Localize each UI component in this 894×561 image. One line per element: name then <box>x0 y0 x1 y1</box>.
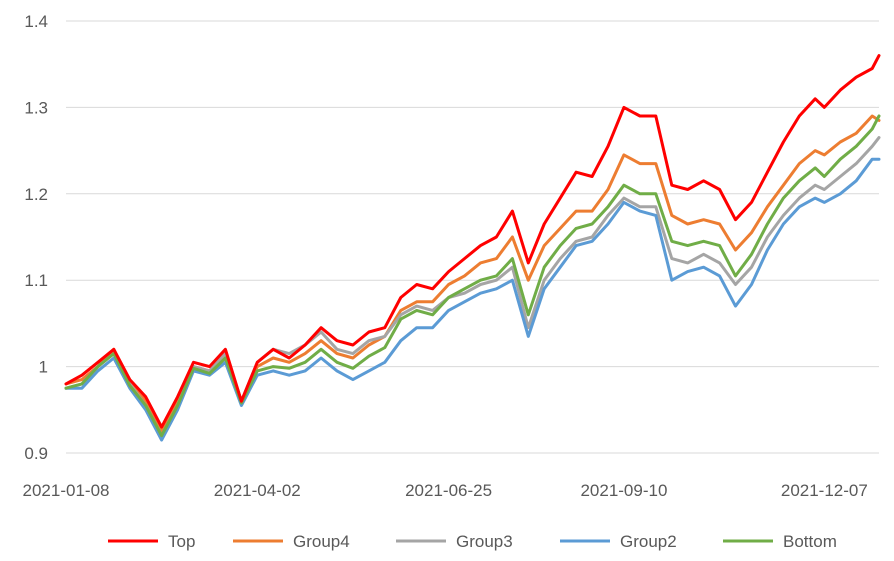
legend-label-bottom: Bottom <box>783 532 837 551</box>
legend-label-group3: Group3 <box>456 532 513 551</box>
series-line-bottom <box>64 114 881 438</box>
y-tick-label: 1 <box>39 358 48 377</box>
series-lines <box>64 54 881 442</box>
x-axis-tick-labels: 2021-01-08 2021-04-02 2021-06-25 2021-09-10… <box>23 481 868 500</box>
x-tick-label: 2021-01-08 <box>23 481 110 500</box>
legend-label-group4: Group4 <box>293 532 350 551</box>
x-tick-label: 2021-09-10 <box>580 481 667 500</box>
y-tick-label: 1.2 <box>24 185 48 204</box>
y-tick-label: 1.3 <box>24 98 48 117</box>
x-tick-label: 2021-04-02 <box>214 481 301 500</box>
series-line-group3 <box>64 136 881 438</box>
y-tick-label: 0.9 <box>24 444 48 463</box>
legend-label-top: Top <box>168 532 195 551</box>
x-tick-label: 2021-12-07 <box>781 481 868 500</box>
y-axis-tick-labels: 0.9 1 1.1 1.2 1.3 1.4 <box>24 12 48 463</box>
y-tick-label: 1.1 <box>24 271 48 290</box>
y-tick-label: 1.4 <box>24 12 48 31</box>
gridlines <box>66 20 879 454</box>
legend: Top Group4 Group3 Group2 Bottom <box>108 532 837 551</box>
series-line-top <box>64 54 881 429</box>
legend-label-group2: Group2 <box>620 532 677 551</box>
series-line-group2 <box>64 157 881 442</box>
x-tick-label: 2021-06-25 <box>405 481 492 500</box>
